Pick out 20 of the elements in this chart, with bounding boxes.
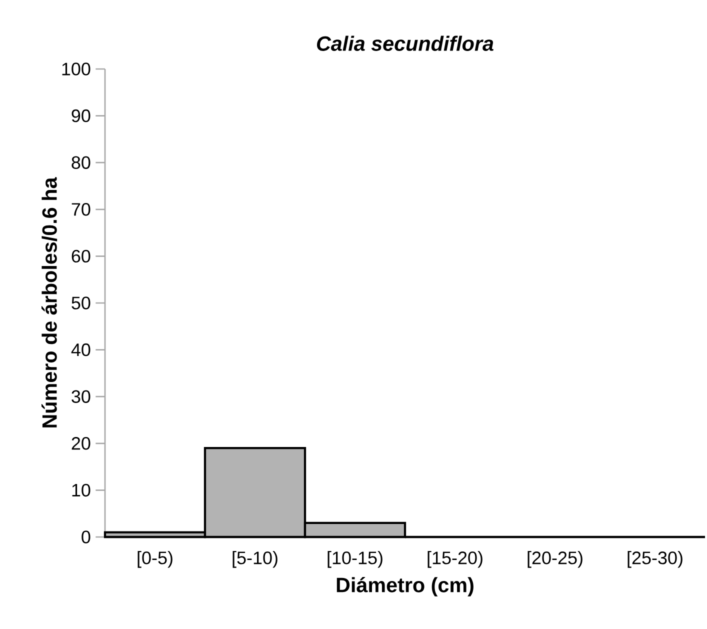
y-tick-label: 80 xyxy=(72,156,90,169)
y-tick-label: 20 xyxy=(72,437,90,450)
x-tick-label: [0-5) xyxy=(138,551,172,568)
y-tick-label: 30 xyxy=(72,390,90,403)
y-tick-label: 10 xyxy=(72,484,90,497)
x-tick-label: [15-20) xyxy=(428,551,482,568)
x-tick-label: [10-15) xyxy=(328,551,382,568)
y-tick-label: 90 xyxy=(72,109,90,122)
x-axis-title: Diámetro (cm) xyxy=(336,576,474,596)
x-tick-label: [5-10) xyxy=(232,551,278,568)
y-tick-label: 60 xyxy=(72,250,90,263)
y-axis-title: Número de árboles/0.6 ha xyxy=(42,177,58,428)
y-tick-label: 50 xyxy=(72,296,90,310)
x-tick-label: [25-30) xyxy=(628,551,682,568)
x-tick-label: [20-25) xyxy=(528,551,582,568)
y-tick-label: 100 xyxy=(62,62,90,76)
y-tick-label: 0 xyxy=(82,530,90,544)
y-tick-label: 40 xyxy=(71,343,90,356)
chart-title: Calia secundiflora xyxy=(316,36,494,51)
y-tick-label: 70 xyxy=(72,203,90,216)
